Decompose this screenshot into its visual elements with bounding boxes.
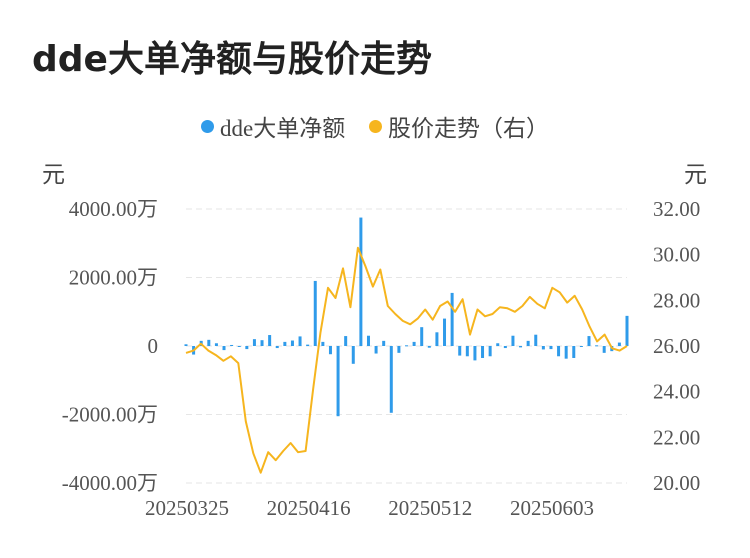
bar-30 [412,341,416,346]
bar-41 [496,343,500,346]
legend-item-dde[interactable]: dde大单净额 [201,109,345,143]
bar-33 [435,332,439,346]
bar-20 [336,346,340,417]
bar-55 [602,346,606,353]
bar-36 [458,346,462,356]
left-axis-unit: 元 [42,162,65,187]
bar-57 [617,342,621,346]
bar-34 [443,318,447,346]
bar-46 [534,334,538,346]
right-tick-label-3: 26.00 [653,334,700,358]
bar-32 [427,346,431,348]
bar-10 [260,340,264,346]
bar-31 [420,327,424,346]
bar-12 [275,346,279,349]
x-tick-label-1: 20250416 [267,496,351,520]
bar-28 [397,346,401,353]
legend-label-dde: dde大单净额 [220,116,346,141]
right-tick-label-2: 28.00 [653,288,700,312]
x-tick-label-0: 20250325 [145,496,229,520]
bar-21 [344,336,348,346]
bar-14 [290,340,294,346]
bar-17 [313,280,317,346]
left-tick-label-2: 0 [148,334,159,358]
bar-3 [207,339,211,346]
right-tick-label-5: 22.00 [653,425,700,449]
bar-40 [488,346,492,357]
left-tick-label-0: 4000.00万 [69,197,158,221]
bar-16 [306,344,310,346]
legend: dde大单净额 股价走势（右） [0,109,750,143]
bar-0 [184,344,188,346]
left-tick-label-1: 2000.00万 [69,266,158,290]
right-axis-unit: 元 [684,162,707,187]
right-tick-label-0: 32.00 [653,197,700,221]
bar-51 [572,346,576,358]
bar-54 [595,345,599,347]
bar-5 [222,346,226,351]
right-tick-label-6: 20.00 [653,471,700,495]
legend-label-price: 股价走势（右） [387,116,549,141]
bar-7 [237,346,241,347]
right-tick-label-4: 24.00 [653,380,700,404]
bar-42 [503,346,507,349]
bar-52 [579,346,583,347]
bar-24 [366,335,370,346]
bar-6 [230,344,234,346]
bar-15 [298,336,302,346]
left-tick-label-4: -4000.00万 [62,471,158,495]
bar-22 [351,346,355,364]
bar-47 [541,346,545,350]
bar-38 [473,346,477,361]
bar-35 [450,292,454,346]
x-tick-label-2: 20250512 [388,496,472,520]
chart-title: dde大单净额与股价走势 [32,39,432,80]
legend-item-price[interactable]: 股价走势（右） [368,109,549,143]
bar-19 [328,346,332,355]
bar-49 [557,346,561,357]
bar-13 [283,341,287,346]
bar-11 [268,335,272,346]
bar-50 [564,346,568,359]
x-tick-label-3: 20250603 [510,496,594,520]
bar-44 [519,346,523,348]
bar-29 [405,345,408,347]
bar-37 [465,346,469,357]
bar-45 [526,340,530,346]
bar-25 [374,346,378,354]
bar-43 [511,335,515,346]
price-line [185,246,628,474]
bar-48 [549,346,553,350]
legend-dot-price [368,119,382,133]
bar-8 [245,346,249,350]
bar-58 [625,315,629,346]
right-tick-label-1: 30.00 [653,243,700,267]
bar-4 [214,343,218,346]
bar-23 [359,217,363,346]
bar-18 [321,341,325,346]
bar-9 [252,339,256,346]
bar-39 [481,346,485,358]
legend-dot-dde [201,119,215,133]
left-tick-label-3: -2000.00万 [62,403,158,427]
bar-26 [382,340,386,346]
bar-53 [587,336,591,346]
bar-27 [389,346,393,413]
